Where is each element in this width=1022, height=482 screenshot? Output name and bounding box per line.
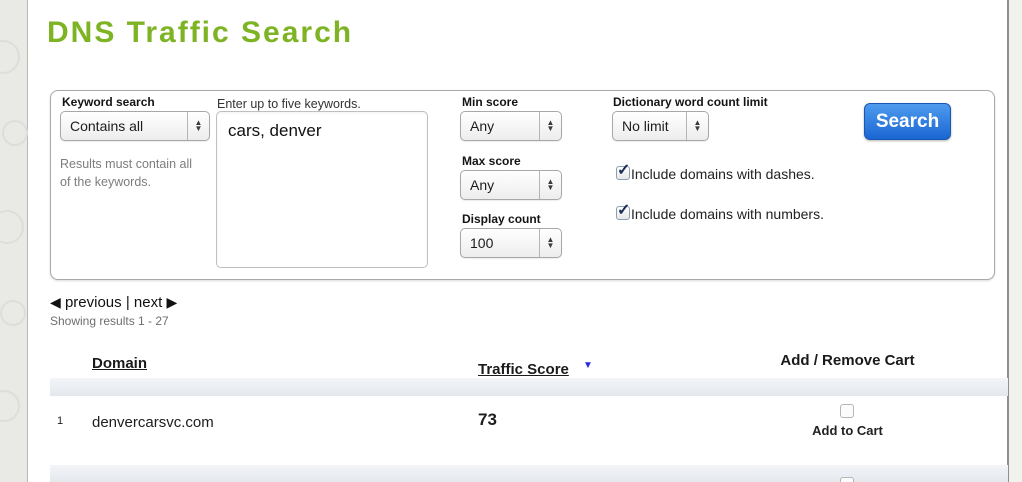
- check-mark-icon: ✓: [617, 202, 631, 219]
- numbers-checkbox[interactable]: ✓: [616, 202, 630, 220]
- stepper-arrows-icon: ▲ ▼: [187, 112, 209, 140]
- display-count-value: 100: [470, 235, 494, 251]
- max-score-label: Max score: [462, 154, 521, 168]
- dictionary-limit-label: Dictionary word count limit: [613, 95, 768, 109]
- pagination: ◀ previous | next ▶: [50, 294, 177, 311]
- table-row-separator: [50, 465, 1008, 482]
- display-count-label: Display count: [462, 212, 541, 226]
- sidebar-pattern: [0, 0, 28, 482]
- display-count-select[interactable]: 100 ▲ ▼: [460, 228, 562, 258]
- previous-arrow-icon[interactable]: ◀: [50, 294, 61, 310]
- dashes-checkbox[interactable]: ✓: [616, 162, 630, 180]
- row-index: 1: [57, 415, 64, 427]
- column-header-cart: Add / Remove Cart: [780, 352, 915, 369]
- table-header-separator: [50, 378, 1008, 396]
- keywords-label: Enter up to five keywords.: [217, 97, 361, 111]
- max-score-select[interactable]: Any ▲ ▼: [460, 170, 562, 200]
- stepper-arrows-icon: ▲ ▼: [686, 112, 708, 140]
- next-arrow-icon[interactable]: ▶: [166, 294, 178, 310]
- search-button[interactable]: Search: [864, 103, 951, 140]
- dictionary-limit-value: No limit: [622, 118, 669, 134]
- stepper-arrows-icon: ▲ ▼: [539, 171, 561, 199]
- keyword-search-label: Keyword search: [62, 95, 155, 109]
- previous-link[interactable]: previous: [64, 294, 122, 311]
- numbers-checkbox-label[interactable]: Include domains with numbers.: [631, 206, 824, 222]
- stepper-arrows-icon: ▲ ▼: [539, 112, 561, 140]
- keywords-input[interactable]: cars, denver: [216, 111, 428, 268]
- row-domain: denvercarsvc.com: [92, 414, 214, 431]
- sort-descending-icon[interactable]: ▼: [583, 360, 593, 371]
- max-score-value: Any: [470, 177, 495, 193]
- min-score-value: Any: [470, 118, 495, 134]
- keyword-search-select[interactable]: Contains all ▲ ▼: [60, 111, 210, 141]
- column-header-traffic-score[interactable]: Traffic Score: [478, 361, 569, 378]
- keyword-search-helper: Results must contain all of the keywords…: [60, 157, 193, 190]
- add-to-cart-checkbox[interactable]: [840, 404, 854, 418]
- content-right-border: [1007, 0, 1009, 482]
- results-count: Showing results 1 - 27: [50, 314, 169, 328]
- add-to-cart-label[interactable]: Add to Cart: [812, 423, 883, 438]
- dashes-checkbox-label[interactable]: Include domains with dashes.: [631, 166, 815, 182]
- right-margin-strip: [1009, 0, 1022, 482]
- add-to-cart-checkbox[interactable]: [840, 477, 854, 482]
- stepper-arrows-icon: ▲ ▼: [539, 229, 561, 257]
- pagination-separator: |: [125, 294, 130, 311]
- dictionary-limit-select[interactable]: No limit ▲ ▼: [612, 111, 709, 141]
- next-link[interactable]: next: [133, 294, 163, 311]
- min-score-select[interactable]: Any ▲ ▼: [460, 111, 562, 141]
- check-mark-icon: ✓: [617, 162, 631, 179]
- column-header-domain[interactable]: Domain: [92, 355, 148, 372]
- keyword-search-value: Contains all: [70, 118, 144, 134]
- page-title: DNS Traffic Search: [47, 16, 354, 49]
- row-traffic-score: 73: [478, 410, 497, 429]
- min-score-label: Min score: [462, 95, 519, 109]
